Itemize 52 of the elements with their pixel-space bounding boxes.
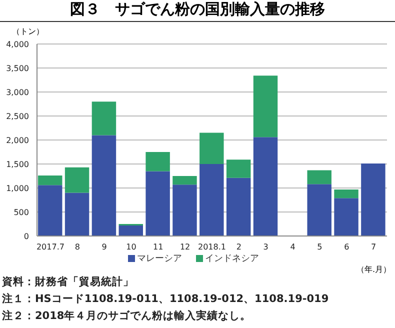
y-tick-label: 2,000 bbox=[6, 136, 29, 145]
bar bbox=[118, 225, 143, 236]
bar bbox=[226, 160, 251, 178]
bar bbox=[307, 184, 332, 236]
bar bbox=[334, 189, 358, 198]
text: 注２：2018年４月のサゴでん粉は輸入実績なし。 bbox=[2, 308, 252, 324]
x-tick-label: 12 bbox=[180, 242, 190, 252]
chart-title: 図３ サゴでん粉の国別輸入量の推移 bbox=[0, 0, 395, 22]
y-tick-label: 1,500 bbox=[6, 160, 29, 169]
y-axis-title: （トン） bbox=[12, 26, 44, 37]
y-tick-label: 3,500 bbox=[6, 64, 29, 73]
bar bbox=[307, 170, 332, 184]
bar bbox=[146, 152, 170, 172]
x-tick-label: 8 bbox=[74, 242, 80, 252]
x-tick-label: 3 bbox=[263, 242, 268, 252]
bar bbox=[200, 132, 224, 164]
bar bbox=[334, 198, 358, 236]
bar bbox=[146, 171, 170, 236]
bar bbox=[226, 178, 251, 236]
y-tick-label: 1,000 bbox=[6, 184, 29, 193]
y-tick-label: 2,500 bbox=[6, 112, 29, 121]
x-tick-label: 7 bbox=[370, 242, 376, 252]
x-tick-label: 6 bbox=[344, 242, 350, 252]
y-tick-label: 3,000 bbox=[6, 88, 29, 97]
x-tick-label: 9 bbox=[102, 242, 107, 252]
bar bbox=[38, 176, 62, 186]
bar bbox=[361, 164, 386, 236]
x-tick-label: 5 bbox=[317, 242, 322, 252]
bar bbox=[253, 137, 278, 236]
y-tick-label: 500 bbox=[14, 208, 29, 217]
x-tick-label: 10 bbox=[126, 242, 136, 252]
x-tick-label: 2018.1 bbox=[198, 242, 226, 252]
bar bbox=[92, 135, 116, 236]
y-tick-label: 0 bbox=[24, 232, 29, 241]
bar bbox=[38, 185, 62, 236]
bar bbox=[172, 176, 197, 185]
bar bbox=[64, 192, 90, 236]
bar bbox=[172, 184, 197, 236]
bar bbox=[92, 102, 116, 136]
text: 注１：HSコード1108.19-011、1108.19-012、1108.19-019 bbox=[2, 292, 329, 307]
bar bbox=[64, 167, 90, 193]
bar bbox=[200, 164, 224, 236]
x-tick-label: 2 bbox=[236, 242, 242, 252]
bar bbox=[253, 76, 278, 138]
x-tick-label: 4 bbox=[290, 242, 296, 252]
y-tick-label: 4,000 bbox=[6, 40, 29, 49]
x-axis-title: （年.月） bbox=[356, 264, 391, 275]
legend-label: インドネシア bbox=[204, 253, 259, 265]
x-tick-label: 11 bbox=[153, 242, 164, 252]
legend-label: マレーシア bbox=[136, 253, 182, 265]
text: 資料：財務省「貿易統計」 bbox=[2, 275, 135, 290]
x-tick-label: 2017.7 bbox=[36, 242, 64, 252]
